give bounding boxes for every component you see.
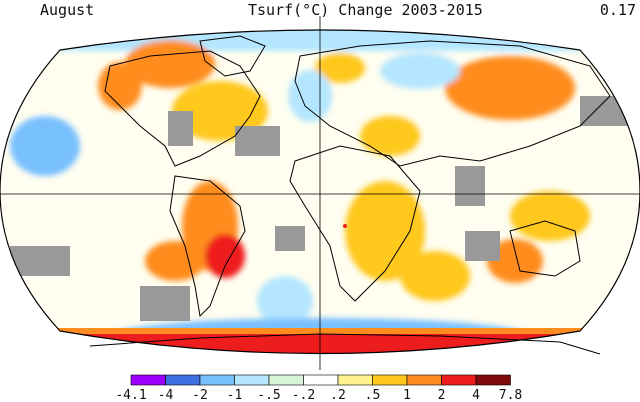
legend-tick-label: 7.8 — [499, 388, 522, 402]
legend-swatch — [337, 374, 373, 386]
europe-cool — [288, 70, 332, 122]
legend-swatch — [406, 374, 442, 386]
middle-east-warm — [360, 116, 420, 156]
south-america-coast — [169, 175, 246, 318]
anomaly-point — [343, 224, 347, 228]
siberia-warm — [445, 56, 575, 120]
north-pacific-warm — [98, 62, 142, 110]
legend-tick-label: 2 — [438, 388, 446, 402]
legend-swatch — [199, 374, 235, 386]
legend-tick-label: -4 — [158, 388, 174, 402]
legend-tick-label: -4.1 — [115, 388, 146, 402]
africa-coast — [289, 145, 421, 302]
legend-swatch — [475, 374, 511, 386]
legend-swatch — [268, 374, 304, 386]
legend-tick-label: -.5 — [257, 388, 280, 402]
legend-swatch — [372, 374, 408, 386]
eurasia-coast — [294, 40, 611, 167]
central-asia-cool — [380, 53, 460, 89]
legend-tick-label: -.2 — [292, 388, 315, 402]
legend-tick-label: 1 — [403, 388, 411, 402]
legend-swatch — [441, 374, 477, 386]
south-pacific-cool — [257, 276, 313, 326]
south-america-hot — [205, 234, 245, 278]
color-legend: -4.1 -4 -2 -1 -.5 -.2 .2 .5 1 2 4 7.8 — [115, 374, 522, 402]
legend-tick-label: -1 — [227, 388, 243, 402]
indian-ocean-warm — [400, 251, 470, 301]
australia-coast — [509, 220, 581, 277]
legend-tick-label: -2 — [192, 388, 208, 402]
legend-tick-label: .2 — [330, 388, 346, 402]
greenland-coast — [199, 35, 266, 77]
month-label: August — [40, 1, 95, 19]
antarctica-coast — [89, 333, 601, 355]
globe-outline — [0, 29, 640, 355]
map-title: Tsurf(°C) Change 2003-2015 — [248, 1, 483, 19]
legend-labels: -4.1 -4 -2 -1 -.5 -.2 .2 .5 1 2 4 7.8 — [115, 388, 522, 402]
global-mean-value: 0.17 — [599, 1, 636, 19]
legend-swatch — [234, 374, 270, 386]
africa-warm — [345, 181, 425, 281]
legend-swatch — [165, 374, 201, 386]
legend-swatch — [130, 374, 166, 386]
south-atlantic-warm — [145, 241, 205, 281]
world-map — [0, 16, 640, 370]
legend-tick-label: .5 — [365, 388, 381, 402]
legend-tick-label: 4 — [472, 388, 480, 402]
north-america-coast — [104, 50, 261, 167]
coastlines — [89, 35, 611, 355]
legend-swatch — [303, 374, 339, 386]
legend-swatches — [130, 374, 511, 386]
central-pacific-cool — [10, 116, 80, 176]
australia-warm — [510, 191, 590, 241]
scandinavia-warm — [315, 53, 365, 83]
